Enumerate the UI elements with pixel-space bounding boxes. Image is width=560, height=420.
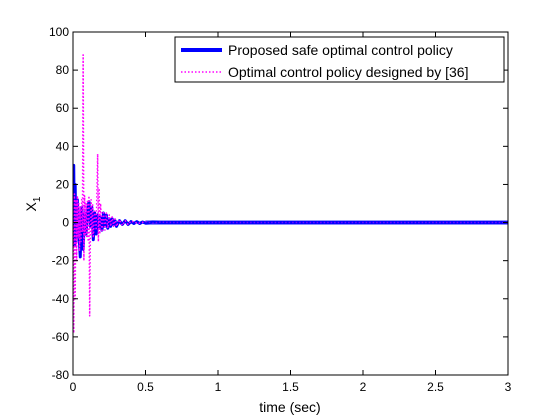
y-tick-label: 100 (49, 25, 69, 39)
y-tick-label: 60 (56, 101, 70, 115)
legend: Proposed safe optimal control policy Opt… (174, 36, 505, 83)
series-layer (73, 54, 508, 334)
x-tick-label: 0.5 (137, 380, 154, 394)
y-tick-label: -40 (52, 292, 70, 306)
series-line-reference (73, 54, 508, 334)
y-tick-label: 40 (56, 139, 70, 153)
y-axis-label-main: X (23, 201, 39, 211)
legend-label-proposed: Proposed safe optimal control policy (228, 42, 453, 58)
y-tick-label: -60 (52, 330, 70, 344)
y-tick-label: -80 (52, 368, 70, 382)
x-tick-label: 3 (505, 380, 512, 394)
plot-area (73, 32, 508, 375)
x-axis-label: time (sec) (259, 399, 320, 415)
y-tick-label: 0 (62, 216, 69, 230)
settled-oscillation-band (145, 220, 508, 225)
x-tick-label: 0 (70, 380, 77, 394)
legend-label-reference: Optimal control policy designed by [36] (228, 64, 468, 80)
y-axis-label: X1 (23, 196, 43, 211)
x-tick-label: 1 (215, 380, 222, 394)
x-tick-label: 1.5 (282, 380, 299, 394)
y-tick-label: -20 (52, 254, 70, 268)
x-tick-label: 2 (360, 380, 367, 394)
y-tick-label: 20 (56, 177, 70, 191)
legend-box (174, 36, 505, 83)
y-tick-label: 80 (56, 63, 70, 77)
x-tick-label: 2.5 (427, 380, 444, 394)
axis-ticks: 0 0.5 1 1.5 2 2.5 3 -80 -60 -40 -20 0 20 40 60 80 100 (49, 25, 512, 394)
y-axis-label-subscript: 1 (32, 196, 43, 202)
